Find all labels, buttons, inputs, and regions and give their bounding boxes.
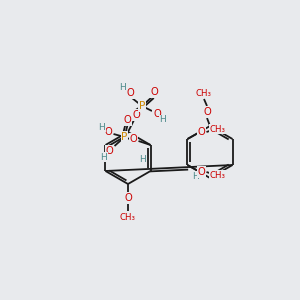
- Text: O: O: [124, 193, 132, 203]
- Text: O: O: [130, 134, 137, 144]
- Text: H: H: [100, 152, 107, 161]
- Text: O: O: [106, 146, 113, 156]
- Text: P: P: [121, 132, 128, 142]
- Text: O: O: [198, 167, 206, 177]
- Text: O: O: [153, 109, 161, 119]
- Text: CH₃: CH₃: [120, 212, 136, 221]
- Text: O: O: [203, 107, 211, 117]
- Text: O: O: [150, 87, 158, 97]
- Text: H: H: [98, 122, 105, 131]
- Text: O: O: [124, 115, 131, 125]
- Text: H: H: [160, 116, 167, 124]
- Text: H: H: [140, 155, 146, 164]
- Text: O: O: [126, 88, 134, 98]
- Text: H: H: [120, 82, 126, 91]
- Text: CH₃: CH₃: [209, 170, 226, 179]
- Text: O: O: [198, 127, 206, 137]
- Text: CH₃: CH₃: [209, 124, 226, 134]
- Text: H: H: [192, 172, 198, 181]
- Text: CH₃: CH₃: [196, 88, 212, 98]
- Text: O: O: [105, 127, 112, 137]
- Text: P: P: [139, 101, 145, 111]
- Text: O: O: [132, 110, 140, 120]
